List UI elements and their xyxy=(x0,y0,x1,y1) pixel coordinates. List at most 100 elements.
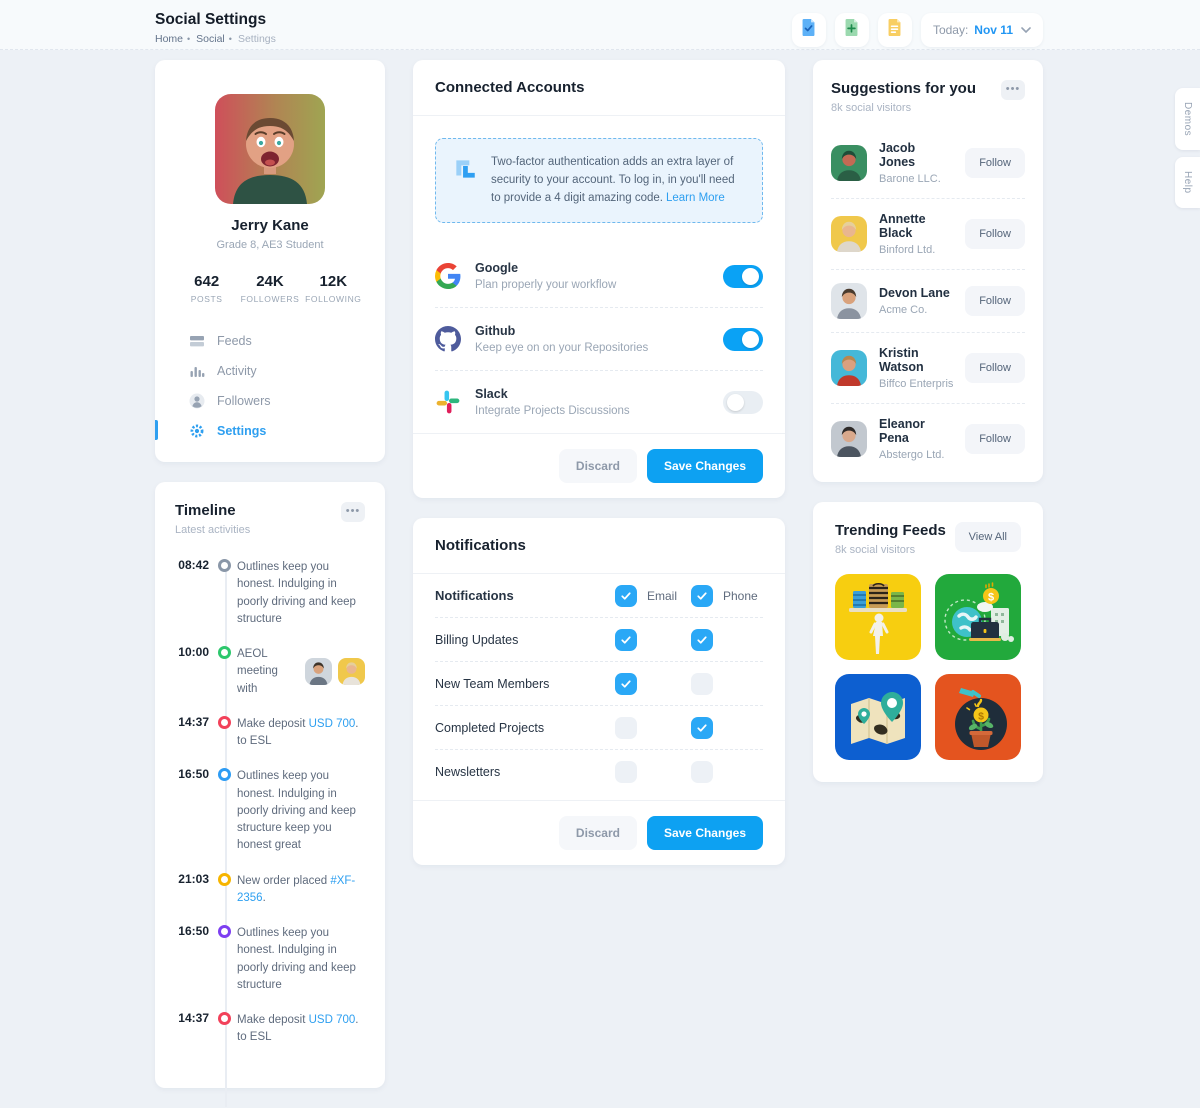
email-checkbox[interactable] xyxy=(615,672,637,695)
github-icon xyxy=(435,326,461,352)
trending-subtitle: 8k social visitors xyxy=(835,544,916,556)
notification-row: Notifications Email Phone xyxy=(435,574,763,619)
avatar xyxy=(831,145,867,181)
email-checkbox[interactable] xyxy=(615,716,637,739)
timeline-entry: 08:42 Outlines keep you honest. Indulging… xyxy=(175,558,365,628)
timeline-text: Outlines keep you honest. Indulging in p… xyxy=(237,770,356,852)
profile-avatar xyxy=(215,94,325,204)
follow-button[interactable]: Follow xyxy=(965,286,1025,316)
email-checkbox[interactable] xyxy=(615,761,637,784)
timeline-link[interactable]: USD 700 xyxy=(308,1014,356,1026)
timeline-dot xyxy=(217,646,231,659)
timeline-link[interactable]: #XF-2356 xyxy=(237,874,356,904)
slack-icon xyxy=(435,389,461,415)
timeline-subtitle: Latest activities xyxy=(175,524,251,536)
finance-tile[interactable]: $ xyxy=(935,574,1021,660)
phone-checkbox[interactable] xyxy=(691,672,713,695)
timeline-time: 14:37 xyxy=(178,714,209,729)
doc-plus-icon-button[interactable] xyxy=(834,13,869,47)
profile-stat: 642 POSTS xyxy=(190,273,223,304)
doc-check-icon xyxy=(800,18,817,42)
avatar xyxy=(338,658,365,686)
ellipsis-icon[interactable]: ••• xyxy=(1001,80,1025,100)
growth-tile[interactable]: $ xyxy=(935,674,1021,760)
timeline-entry: 16:50 Outlines keep you honest. Indulging… xyxy=(175,924,365,994)
topbar-actions: Today: Nov 11 xyxy=(791,13,1043,47)
phone-checkbox[interactable] xyxy=(691,584,713,607)
doc-check-icon-button[interactable] xyxy=(791,13,826,47)
crop-brackets-icon xyxy=(452,156,478,182)
side-tab-demos[interactable]: Demos xyxy=(1175,88,1200,151)
phone-checkbox[interactable] xyxy=(691,761,713,784)
timeline-entry: 14:37 Make deposit USD 700. to ESL xyxy=(175,1011,365,1047)
phone-checkbox[interactable] xyxy=(691,628,713,651)
timeline-dot xyxy=(217,872,231,886)
date-value: Nov 11 xyxy=(974,23,1013,37)
sidebar-item-label: Feeds xyxy=(217,334,252,348)
timeline-link[interactable]: USD 700 xyxy=(308,717,356,730)
timeline-text: New order placed #XF-2356. xyxy=(237,874,356,904)
two-factor-text: Two-factor authentication adds an extra … xyxy=(491,156,735,204)
timeline-text: Make deposit USD 700. to ESL xyxy=(237,1014,359,1044)
timeline-text: AEOL meeting with xyxy=(237,645,365,698)
timeline-time: 14:37 xyxy=(178,1011,209,1025)
follow-button[interactable]: Follow xyxy=(965,424,1025,454)
doc-lines-icon-button[interactable] xyxy=(877,13,912,47)
sidebar-item-followers[interactable]: Followers xyxy=(175,386,365,416)
breadcrumb-item[interactable]: Home xyxy=(155,33,184,45)
timeline-text: Make deposit USD 700. to ESL xyxy=(237,717,359,747)
ellipsis-icon[interactable]: ••• xyxy=(341,502,365,522)
notification-row: New Team Members xyxy=(435,662,763,707)
learn-more-link[interactable]: Learn More xyxy=(665,191,725,204)
date-selector[interactable]: Today: Nov 11 xyxy=(920,13,1043,47)
page-title: Social Settings xyxy=(155,11,267,28)
profile-card: Jerry Kane Grade 8, AE3 Student 642 POSTS… xyxy=(155,60,385,462)
email-column-label: Email xyxy=(647,588,678,603)
doc-plus-icon xyxy=(843,18,860,42)
discard-button[interactable]: Discard xyxy=(558,449,637,484)
profile-role: Grade 8, AE3 Student xyxy=(216,239,324,251)
toggle-slack[interactable] xyxy=(723,390,763,414)
map-tile[interactable] xyxy=(835,674,921,760)
discard-button[interactable]: Discard xyxy=(558,816,637,851)
toggle-google[interactable] xyxy=(723,264,763,288)
timeline-entry: 16:50 Outlines keep you honest. Indulging… xyxy=(175,767,365,854)
email-checkbox[interactable] xyxy=(615,628,637,651)
breadcrumb-item[interactable]: Social xyxy=(196,33,225,45)
timeline-time: 16:50 xyxy=(178,924,209,938)
svg-text:$: $ xyxy=(988,592,994,604)
timeline-dot xyxy=(217,1012,231,1025)
sidebar-item-settings[interactable]: Settings xyxy=(155,416,365,446)
view-all-button[interactable]: View All xyxy=(954,522,1021,552)
timeline-time: 16:50 xyxy=(178,767,209,782)
sidebar-item-activity[interactable]: Activity xyxy=(175,356,365,386)
breadcrumb: Home • Social • Settings xyxy=(155,33,276,45)
sidebar-item-label: Followers xyxy=(217,394,271,408)
email-checkbox[interactable] xyxy=(615,584,637,607)
follow-button[interactable]: Follow xyxy=(965,148,1025,178)
follow-button[interactable]: Follow xyxy=(965,353,1025,383)
sidebar-item-label: Activity xyxy=(217,364,257,378)
suggestions-card: Suggestions for you 8k social visitors •… xyxy=(813,60,1043,482)
phone-checkbox[interactable] xyxy=(691,716,713,739)
timeline-entry: 14:37 Make deposit USD 700. to ESL xyxy=(175,715,365,751)
connected-accounts-title: Connected Accounts xyxy=(435,79,585,96)
doc-lines-icon xyxy=(886,18,903,42)
shopping-tile[interactable] xyxy=(835,574,921,660)
save-changes-button[interactable]: Save Changes xyxy=(646,816,763,851)
save-changes-button[interactable]: Save Changes xyxy=(646,449,763,484)
timeline-dot xyxy=(217,559,231,572)
toggle-github[interactable] xyxy=(723,327,763,351)
suggestion-row: Annette Black Binford Ltd. Follow xyxy=(831,199,1025,270)
follow-button[interactable]: Follow xyxy=(965,219,1025,249)
side-tab-help[interactable]: Help xyxy=(1175,157,1200,208)
notification-row: Completed Projects xyxy=(435,706,763,751)
trending-title: Trending Feeds xyxy=(835,522,946,539)
two-factor-info-box: Two-factor authentication adds an extra … xyxy=(435,138,763,224)
followers-icon xyxy=(189,393,205,409)
chevron-down-icon xyxy=(1021,27,1031,33)
account-row-github: Github Keep eye on on your Repositories xyxy=(435,308,763,372)
timeline-dot xyxy=(217,715,231,729)
sidebar-item-feeds[interactable]: Feeds xyxy=(175,326,365,356)
